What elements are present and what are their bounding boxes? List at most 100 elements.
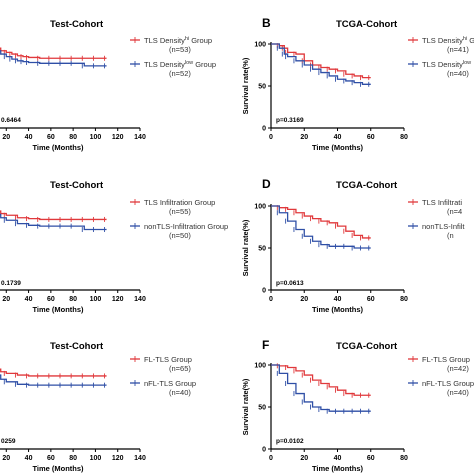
x-axis-label: Time (Months) [312,305,364,314]
x-tick-label: 80 [400,296,408,303]
legend-label: nFL-TLS Group [144,379,196,388]
legend-label: TLS Densitylow [422,60,471,69]
x-tick-label: 60 [47,455,55,462]
x-tick-label: 140 [134,296,146,303]
x-tick-label: 20 [300,296,308,303]
km-curve-blue [271,364,371,412]
y-tick-label: 0 [262,126,266,133]
legend-label: TLS Densityhi G [422,36,474,45]
x-tick-label: 100 [90,296,102,303]
legend-label: TLS Densitylow Group [144,60,216,69]
x-tick-label: 20 [300,134,308,141]
x-tick-label: 60 [367,455,375,462]
y-tick-label: 50 [258,246,266,253]
panel-title: TCGA-Cohort [336,19,398,30]
legend-label: FL-TLS Group [422,355,470,364]
x-tick-label: 140 [134,134,146,141]
x-tick-label: 20 [2,455,10,462]
panel-title: Test-Cohort [50,180,104,191]
legend-count: (n=40) [447,388,469,397]
x-tick-label: 80 [400,134,408,141]
x-tick-label: 20 [2,134,10,141]
panel-title: Test-Cohort [50,19,104,30]
legend-label: nFL-TLS Group [422,379,474,388]
km-curve-blue [271,43,371,85]
p-value: 0.1739 [1,280,21,287]
x-axis-label: Time (Months) [32,143,84,152]
x-tick-label: 120 [112,134,124,141]
legend-label: TLS Infiltrati [422,198,462,207]
x-tick-label: 40 [334,134,342,141]
legend-label: TLS Infiltration Group [144,198,215,207]
x-tick-label: 60 [367,296,375,303]
x-tick-label: 120 [112,455,124,462]
x-tick-label: 0 [269,455,273,462]
x-tick-label: 0 [269,296,273,303]
y-tick-label: 0 [262,447,266,454]
legend-count: (n=4 [447,207,462,216]
y-tick-label: 50 [258,405,266,412]
x-tick-label: 80 [400,455,408,462]
km-curve-blue [0,50,107,67]
x-tick-label: 60 [47,296,55,303]
legend-count: (n=50) [169,231,191,240]
x-tick-label: 100 [90,134,102,141]
legend-count: (n=40) [169,388,191,397]
x-tick-label: 60 [47,134,55,141]
p-value: p=0.3169 [276,117,304,124]
p-value: 0259 [1,438,16,445]
x-axis-label: Time (Months) [312,464,364,473]
x-tick-label: 40 [25,455,33,462]
panel-title: Test-Cohort [50,341,104,352]
panel-b: B TCGA-Cohort 0 20 40 60 80 0 50 100 Time (Months)… [241,16,474,152]
legend-label: FL-TLS Group [144,355,192,364]
km-curve-blue [0,213,107,231]
legend-count: (n=53) [169,45,191,54]
y-tick-label: 100 [254,42,266,49]
panel-a: Test-Cohort 20 40 60 80 100 120 140 Time (Months… [0,19,216,152]
panel-label: B [262,16,271,30]
panel-title: TCGA-Cohort [336,180,398,191]
p-value: p=0.0102 [276,438,304,445]
legend-count: (n=42) [447,364,469,373]
x-tick-label: 120 [112,296,124,303]
panel-label: F [262,338,269,352]
y-tick-label: 100 [254,204,266,211]
x-tick-label: 40 [334,455,342,462]
x-axis-label: Time (Months) [32,464,84,473]
legend-count: (n=40) [447,69,469,78]
legend-count: (n [447,231,454,240]
legend-count: (n=65) [169,364,191,373]
x-tick-label: 20 [2,296,10,303]
km-curve-blue [271,205,371,249]
p-value: p=0.0613 [276,280,304,287]
x-tick-label: 40 [25,296,33,303]
x-tick-label: 80 [69,455,77,462]
x-tick-label: 100 [90,455,102,462]
km-curve-red [271,205,371,239]
legend-count: (n=52) [169,69,191,78]
panel-title: TCGA-Cohort [336,341,398,352]
y-axis-label: Survival rate(%) [241,219,250,276]
legend-count: (n=41) [447,45,469,54]
km-curve-blue [0,374,107,386]
x-axis-label: Time (Months) [312,143,364,152]
legend-label: TLS Densityhi Group [144,36,212,45]
x-tick-label: 80 [69,296,77,303]
x-tick-label: 60 [367,134,375,141]
km-curve-red [0,47,107,59]
legend-count: (n=55) [169,207,191,216]
panel-f: F TCGA-Cohort 0 20 40 60 80 0 50 100 Time (Months)… [241,338,474,473]
panel-label: D [262,177,271,191]
legend-label: nonTLS-Infilt [422,222,465,231]
y-tick-label: 50 [258,84,266,91]
x-tick-label: 20 [300,455,308,462]
km-curve-red [0,210,107,221]
legend-label: nonTLS-Infiltration Group [144,222,228,231]
km-curve-red [271,364,371,396]
x-axis-label: Time (Months) [32,305,84,314]
p-value: 0.6464 [1,117,21,124]
panel-d: D TCGA-Cohort 0 20 40 60 80 0 50 100 Time (Months)… [241,177,465,314]
y-tick-label: 0 [262,288,266,295]
